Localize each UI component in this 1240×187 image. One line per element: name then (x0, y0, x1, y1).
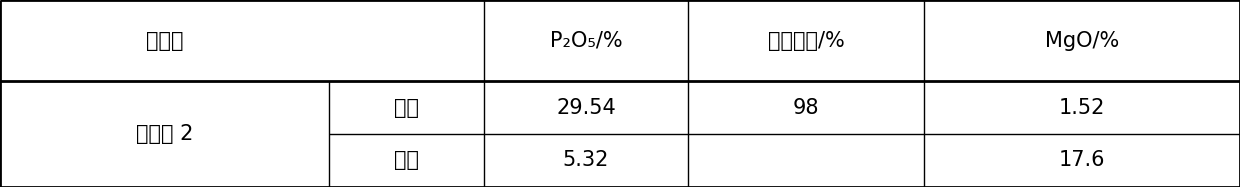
Text: 29.54: 29.54 (556, 98, 616, 118)
Text: 1.52: 1.52 (1059, 98, 1105, 118)
Text: 尾矿: 尾矿 (393, 150, 419, 170)
Text: 17.6: 17.6 (1059, 150, 1105, 170)
Text: 实施例: 实施例 (145, 31, 184, 51)
Text: 5.32: 5.32 (563, 150, 609, 170)
Text: 精矿: 精矿 (393, 98, 419, 118)
Text: 实验例 2: 实验例 2 (135, 124, 193, 144)
Text: 98: 98 (792, 98, 820, 118)
Text: P₂O₅/%: P₂O₅/% (549, 31, 622, 51)
Text: MgO/%: MgO/% (1045, 31, 1118, 51)
Text: 磷回收率/%: 磷回收率/% (768, 31, 844, 51)
